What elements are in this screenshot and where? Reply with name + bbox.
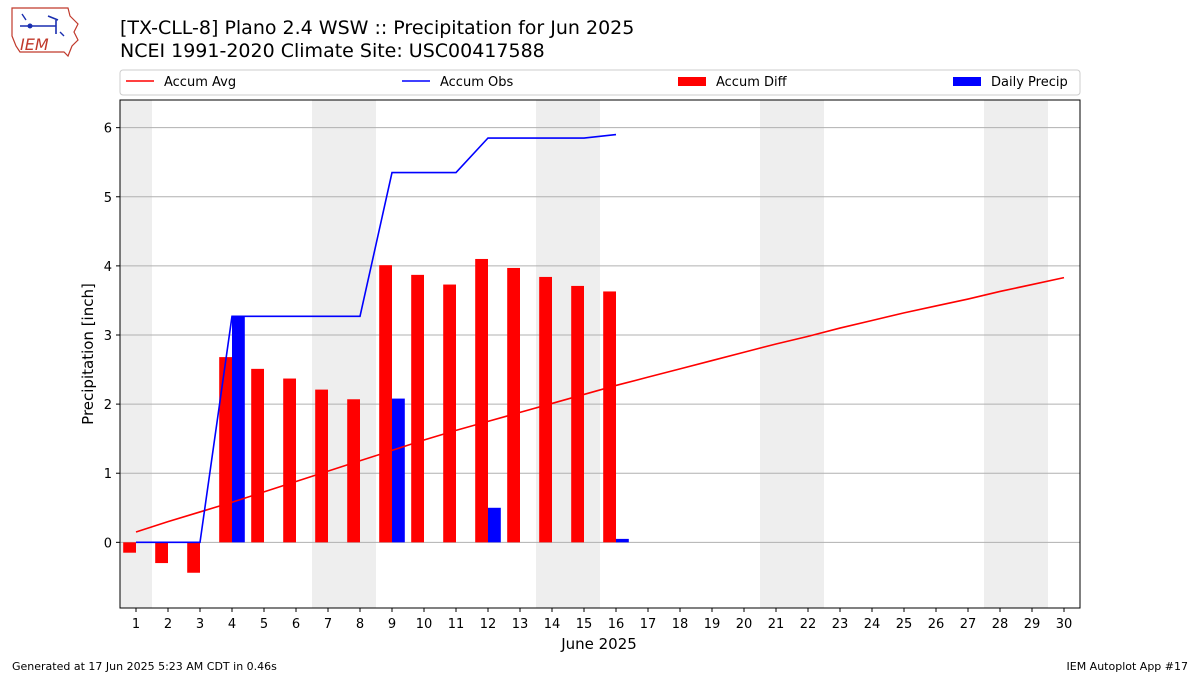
y-tick-label: 3 [104, 329, 112, 344]
iem-logo-icon: IEM [11, 7, 79, 58]
weekend-band [984, 100, 1048, 608]
bar-accum-diff [251, 368, 264, 543]
x-tick-label: 17 [640, 617, 657, 632]
x-tick-label: 4 [228, 617, 236, 632]
bar-accum-diff [475, 258, 488, 543]
bar-accum-diff [155, 542, 168, 564]
x-tick-label: 9 [388, 617, 396, 632]
bar-accum-diff [283, 378, 296, 543]
x-tick-label: 13 [512, 617, 529, 632]
bar-accum-diff [187, 542, 200, 573]
x-tick-label: 19 [704, 617, 721, 632]
x-tick-label: 22 [800, 617, 817, 632]
x-tick-label: 21 [768, 617, 785, 632]
x-tick-label: 3 [196, 617, 204, 632]
bar-daily-precip [488, 507, 501, 543]
y-tick-label: 4 [104, 260, 112, 275]
weekend-band [760, 100, 824, 608]
weekend-band [120, 100, 152, 608]
x-tick-label: 20 [736, 617, 753, 632]
bar-accum-diff [347, 399, 360, 543]
bar-accum-diff [315, 389, 328, 543]
bar-daily-precip [616, 538, 629, 543]
line-accum-obs [136, 133, 617, 544]
x-tick-label: 25 [896, 617, 913, 632]
bar-accum-diff [603, 291, 616, 543]
x-tick-label: 30 [1056, 617, 1073, 632]
x-tick-label: 2 [164, 617, 172, 632]
x-tick-label: 28 [992, 617, 1009, 632]
legend: Accum Avg Accum Obs Accum Diff Daily Pre… [119, 69, 1081, 96]
bar-daily-precip [232, 316, 245, 543]
x-axis-label: June 2025 [560, 635, 637, 653]
x-tick-label: 29 [1024, 617, 1041, 632]
x-tick-label: 7 [324, 617, 332, 632]
bar-accum-diff [219, 357, 232, 543]
generated-timestamp: Generated at 17 Jun 2025 5:23 AM CDT in … [12, 660, 277, 673]
x-tick-label: 27 [960, 617, 977, 632]
x-tick-label: 11 [448, 617, 465, 632]
series-lines [135, 133, 1065, 544]
x-tick-label: 16 [608, 617, 625, 632]
bar-accum-diff [443, 284, 456, 543]
bar-accum-diff [571, 285, 584, 543]
bar-accum-diff [379, 265, 392, 543]
bar-accum-diff [123, 542, 136, 553]
bar-accum-diff [507, 267, 520, 543]
x-tick-label: 8 [356, 617, 364, 632]
bars [123, 258, 629, 573]
legend-label-accum-obs: Accum Obs [440, 75, 513, 90]
legend-label-daily-precip: Daily Precip [991, 75, 1068, 90]
legend-swatch-accum-diff [678, 77, 706, 86]
bar-accum-diff [411, 274, 424, 543]
x-tick-label: 1 [132, 617, 140, 632]
y-tick-label: 0 [104, 536, 112, 551]
x-tick-label: 10 [416, 617, 433, 632]
legend-box [119, 69, 1081, 96]
legend-label-accum-diff: Accum Diff [716, 75, 788, 90]
y-tick-label: 5 [104, 191, 112, 206]
legend-swatch-daily-precip [953, 77, 981, 86]
app-credit: IEM Autoplot App #17 [1066, 660, 1189, 673]
x-tick-label: 12 [480, 617, 497, 632]
bar-accum-diff [539, 276, 552, 543]
legend-label-accum-avg: Accum Avg [164, 75, 236, 90]
x-tick-label: 24 [864, 617, 881, 632]
x-tick-label: 26 [928, 617, 945, 632]
line-accum-avg [135, 276, 1065, 533]
x-tick-label: 18 [672, 617, 689, 632]
x-tick-label: 5 [260, 617, 268, 632]
plot-frame [119, 99, 1081, 609]
x-tick-label: 14 [544, 617, 561, 632]
y-tick-label: 1 [104, 467, 112, 482]
y-tick-label: 6 [104, 122, 112, 137]
y-tick-label: 2 [104, 398, 112, 413]
x-tick-label: 23 [832, 617, 849, 632]
gridlines [120, 127, 1080, 543]
bar-daily-precip [392, 398, 405, 543]
logo-text: IEM [20, 35, 49, 54]
x-tick-label: 6 [292, 617, 300, 632]
y-axis-label: Precipitation [inch] [79, 283, 97, 425]
chart-title: [TX-CLL-8] Plano 2.4 WSW :: Precipitatio… [120, 17, 635, 39]
x-tick-label: 15 [576, 617, 593, 632]
chart-subtitle: NCEI 1991-2020 Climate Site: USC00417588 [120, 40, 545, 62]
